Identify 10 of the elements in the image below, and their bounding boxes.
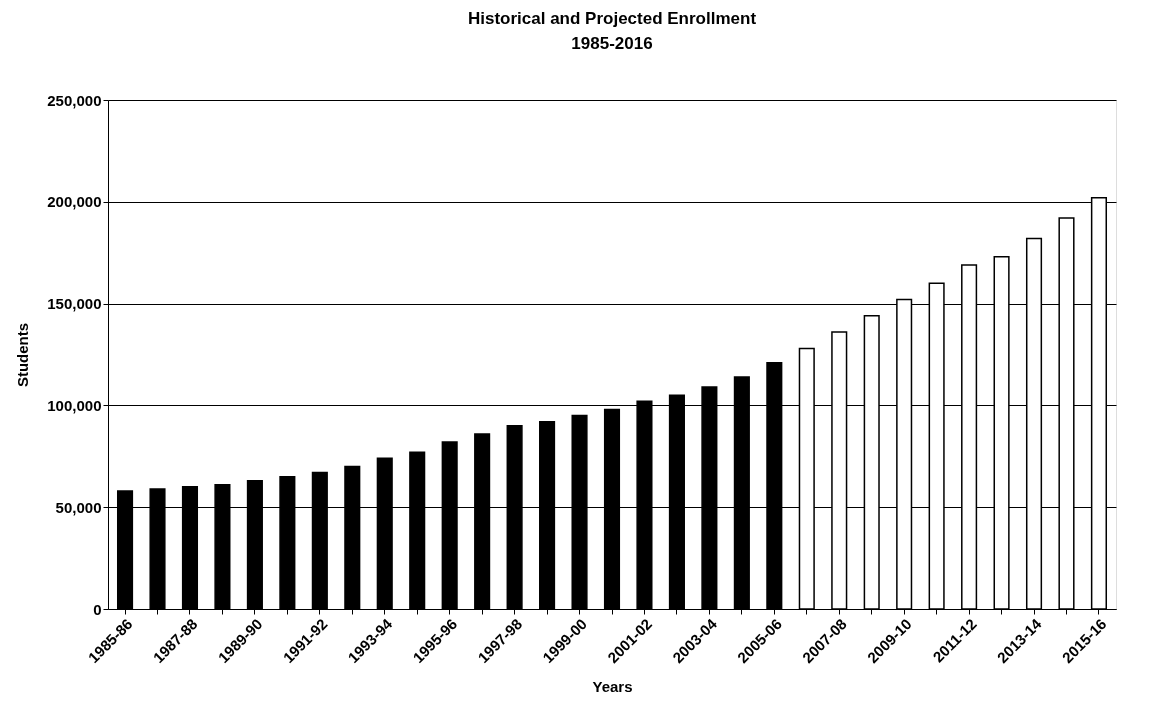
x-axis-title: Years (592, 678, 633, 696)
y-tick-label: 150,000 (47, 295, 102, 313)
y-tick-label: 50,000 (55, 498, 102, 516)
y-tick-label: 100,000 (47, 396, 102, 414)
chart-subtitle: 1985-2016 (571, 34, 653, 53)
chart-title: Historical and Projected Enrollment (467, 9, 757, 28)
y-tick-label: 0 (93, 600, 102, 618)
y-axis-title: Students (14, 322, 32, 388)
y-tick-label: 250,000 (47, 91, 102, 109)
y-tick-label: 200,000 (47, 193, 102, 211)
